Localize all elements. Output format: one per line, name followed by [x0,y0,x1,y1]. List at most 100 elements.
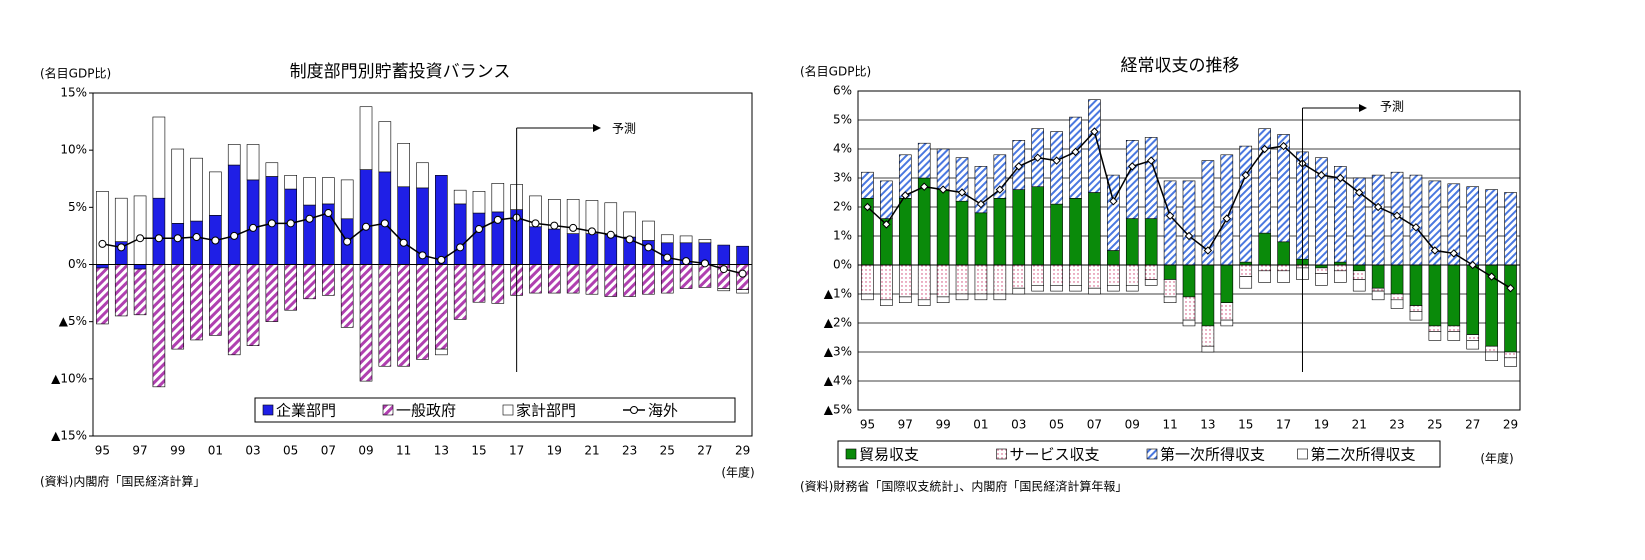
bar [171,223,185,265]
legend-label: 家計部門 [516,402,576,420]
bar [472,191,486,214]
line-marker [399,238,408,247]
bar [1504,357,1517,367]
bar [1220,302,1234,321]
line-marker [1355,188,1364,197]
bar [679,235,693,244]
x-tick-label: 25 [1427,418,1442,432]
bar [1163,296,1177,303]
bar [1088,287,1101,295]
bar [623,264,636,297]
bar [209,171,222,216]
bar [1352,279,1366,292]
line-marker [1109,196,1118,206]
x-tick-label: 19 [1314,418,1329,432]
bar [1182,296,1196,321]
line-marker [625,235,634,244]
bar [1031,284,1044,292]
x-tick-label: 09 [358,444,373,458]
bar [1239,276,1253,289]
line-marker [995,185,1005,194]
bar [1182,264,1196,298]
legend-swatch [996,448,1007,460]
line-marker [230,231,239,240]
bar [265,162,279,177]
line-marker [957,188,967,197]
x-tick-label: 21 [1352,418,1367,432]
bar [453,189,467,205]
bar [1107,250,1120,266]
line-marker [286,219,295,228]
line-marker [1090,127,1099,136]
bar [974,264,988,295]
bar [1428,331,1442,341]
bar [1390,293,1404,301]
bar [1012,287,1026,295]
bar [1125,140,1139,219]
bar [1277,264,1290,272]
line-marker [644,243,653,252]
y-tick-label: ▲10% [51,371,87,385]
x-tick-label: 19 [547,444,562,458]
bar [1447,331,1461,341]
source-note: (資料)財務省「国際収支統計」、内閣府「国民経済計算年報」 [800,479,1127,494]
chart-panel: 制度部門別貯蓄投資バランス (名目GDP比) (年度) (資料)内閣府「国民経済計算」… [40,62,755,489]
bar [1069,284,1082,292]
bar [955,157,969,202]
bar [993,198,1007,266]
y-tick-label: 10% [60,143,87,157]
line-marker [919,182,929,191]
chart-title: 制度部門別貯蓄投資バランス [290,62,511,82]
bar [1466,186,1480,266]
chart-title: 経常収支の推移 [1121,56,1240,76]
line-marker [863,202,872,212]
bar [1258,270,1271,283]
y-tick-label: 6% [833,84,852,98]
line-marker [1184,231,1194,241]
bar [96,191,109,265]
y-axis-label: (名目GDP比) [800,64,871,79]
bar [698,264,712,288]
line-marker [1052,156,1061,165]
bar [1144,218,1158,266]
bar [152,264,166,388]
bar [642,220,655,241]
line-marker [173,234,182,243]
bar [1069,198,1082,266]
line-marker [418,251,427,260]
bar [190,157,203,222]
bar [917,299,931,306]
bar [1163,264,1177,280]
bar [1012,264,1026,289]
bar [1428,325,1442,332]
y-tick-label: ▲5% [59,314,87,328]
bar [898,264,912,298]
bar [1144,279,1158,286]
x-tick-label: 23 [622,444,637,458]
bar [1144,264,1158,280]
y-tick-label: 0% [68,257,87,271]
bar [1201,264,1215,327]
bar [1371,287,1385,292]
line-marker [1165,211,1175,220]
x-tick-label: 23 [1389,418,1404,432]
bar [1012,189,1026,266]
bar [435,175,448,265]
bar [416,162,429,189]
bar [435,264,448,350]
bar [1447,264,1461,327]
bar [955,264,969,295]
bar [152,116,166,199]
line-marker [700,259,709,268]
x-tick-label: 01 [973,418,988,432]
legend-swatch [1297,448,1308,460]
bar [585,233,599,265]
bar [1390,264,1404,295]
line-marker [938,185,948,194]
line-marker [343,237,352,246]
line-marker [1222,214,1232,223]
x-tick-label: 05 [283,444,298,458]
bar [378,264,392,367]
bar [378,121,392,173]
